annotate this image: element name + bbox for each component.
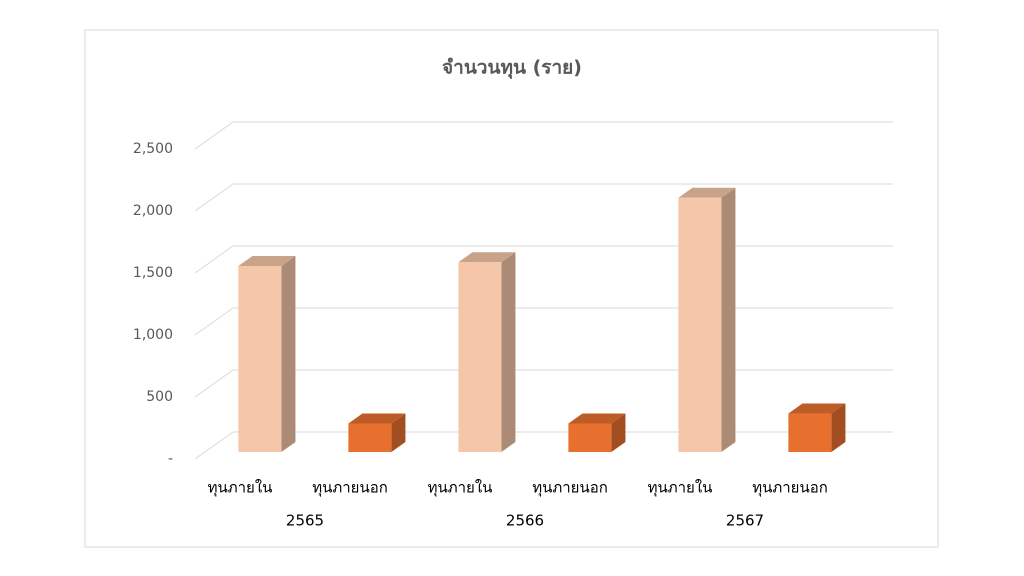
bar-top xyxy=(348,413,406,424)
chart-title: จำนวนทุน (ราย) xyxy=(442,57,582,80)
bar-side xyxy=(721,187,736,452)
grid-line-side xyxy=(194,245,234,274)
bar-side xyxy=(281,255,296,452)
bar-top xyxy=(678,187,736,198)
x-group-label: 2565 xyxy=(286,512,324,530)
grid-line-side xyxy=(194,183,234,212)
bar xyxy=(458,262,502,452)
grid-line-side xyxy=(194,369,234,398)
y-tick-label: 2,000 xyxy=(133,203,173,219)
grid-line-side xyxy=(194,431,234,460)
bar-side xyxy=(501,252,516,452)
bar-side xyxy=(391,413,406,452)
bar xyxy=(788,413,832,452)
y-tick-label: 500 xyxy=(146,389,173,405)
y-tick-label: 1,500 xyxy=(133,265,173,281)
x-tick-label: ทุนภายนอก xyxy=(312,479,388,498)
bar-top xyxy=(568,413,626,424)
x-group-label: 2567 xyxy=(726,512,764,530)
x-group-label: 2566 xyxy=(506,512,544,530)
x-tick-label: ทุนภายใน xyxy=(648,479,713,498)
bar xyxy=(678,197,722,452)
bar xyxy=(568,423,612,452)
grid-line-side xyxy=(194,307,234,336)
bar-top xyxy=(788,403,846,414)
x-tick-label: ทุนภายนอก xyxy=(752,479,828,498)
bar-side xyxy=(611,413,626,452)
x-tick-label: ทุนภายใน xyxy=(428,479,493,498)
y-tick-label: 1,000 xyxy=(133,327,173,343)
bar-top xyxy=(458,252,516,263)
x-tick-label: ทุนภายนอก xyxy=(532,479,608,498)
bar xyxy=(348,423,392,452)
bar-top xyxy=(238,255,296,266)
bar xyxy=(238,265,282,452)
x-tick-label: ทุนภายใน xyxy=(208,479,273,498)
y-tick-label: 2,500 xyxy=(133,141,173,157)
grid-line-side xyxy=(194,121,234,150)
y-tick-label: - xyxy=(168,451,173,467)
bar-side xyxy=(831,403,846,452)
